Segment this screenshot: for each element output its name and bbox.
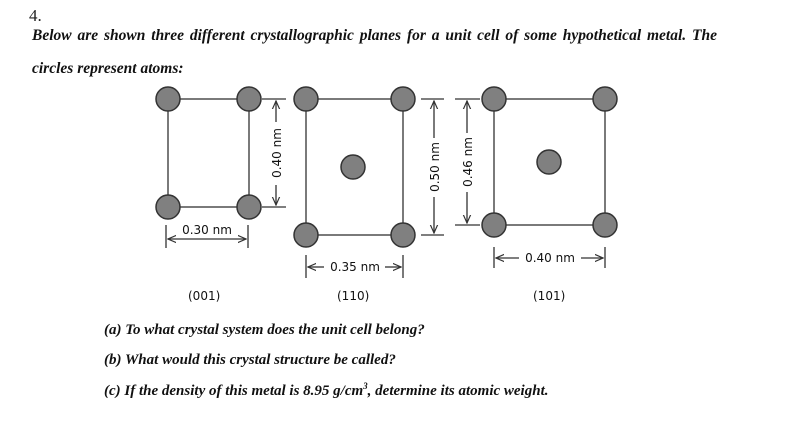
question-c-superscript: 3 — [363, 381, 368, 391]
plane-101-width-label: 0.40 nm — [525, 251, 575, 265]
question-b: (b) What would this crystal structure be… — [104, 352, 396, 368]
plane-label-001: (001) — [188, 289, 221, 303]
plane-001-atoms — [155, 86, 262, 220]
plane-label-110: (110) — [337, 289, 370, 303]
problem-intro-line1: Below are shown three different crystall… — [32, 27, 718, 44]
plane-101-atoms — [481, 86, 618, 238]
plane-101-height-label: 0.46 nm — [461, 137, 475, 187]
problem-number: 4. — [29, 6, 42, 25]
plane-label-101: (101) — [533, 289, 566, 303]
question-c: (c) If the density of this metal is 8.95… — [104, 381, 548, 400]
question-a: (a) To what crystal system does the unit… — [104, 322, 425, 338]
question-c-text: (c) If the density of this metal is 8.95… — [104, 383, 364, 399]
plane-110-width-label: 0.35 nm — [330, 260, 380, 274]
plane-110 — [305, 98, 444, 278]
question-c-text-end: , determine its atomic weight. — [367, 383, 549, 399]
plane-110-height-label: 0.50 nm — [428, 142, 442, 192]
plane-001-height-label: 0.40 nm — [270, 128, 284, 178]
plane-001-width-label: 0.30 nm — [182, 223, 232, 237]
plane-110-atoms — [293, 86, 416, 248]
problem-intro-line2: circles represent atoms: — [32, 60, 184, 77]
plane-101 — [455, 98, 606, 268]
plane-001 — [165, 98, 286, 248]
